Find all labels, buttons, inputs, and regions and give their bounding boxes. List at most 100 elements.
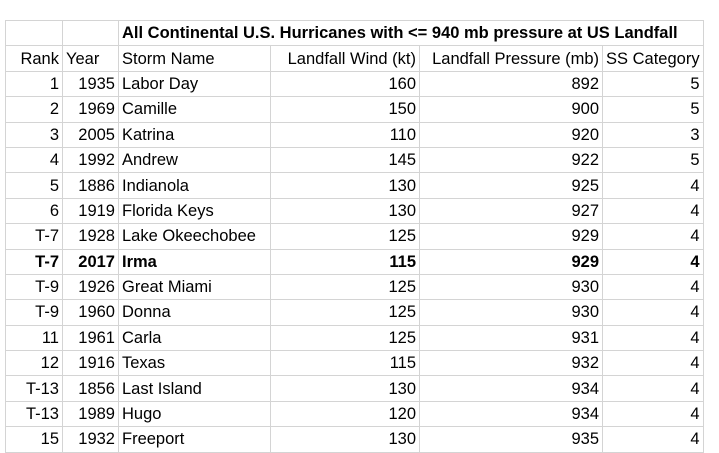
- cell-ss-category[interactable]: 4: [602, 350, 704, 377]
- cell-landfall-pressure[interactable]: 931: [419, 324, 603, 352]
- cell-landfall-wind[interactable]: 120: [270, 400, 420, 428]
- title-blank-year[interactable]: [62, 19, 119, 47]
- cell-year[interactable]: 1856: [62, 375, 119, 402]
- table-title[interactable]: All Continental U.S. Hurricanes with <= …: [118, 19, 704, 47]
- cell-year[interactable]: 1919: [62, 197, 119, 225]
- cell-ss-category[interactable]: 5: [602, 146, 704, 174]
- cell-year[interactable]: 1886: [62, 172, 119, 199]
- cell-rank[interactable]: T-13: [5, 375, 63, 402]
- cell-landfall-pressure[interactable]: 932: [419, 350, 603, 377]
- cell-storm-name[interactable]: Andrew: [118, 146, 271, 174]
- cell-rank[interactable]: T-9: [5, 299, 63, 326]
- cell-landfall-wind[interactable]: 130: [270, 197, 420, 225]
- cell-landfall-wind[interactable]: 130: [270, 426, 420, 453]
- cell-landfall-wind[interactable]: 125: [270, 223, 420, 250]
- cell-rank[interactable]: 2: [5, 96, 63, 123]
- cell-ss-category[interactable]: 3: [602, 121, 704, 148]
- cell-storm-name[interactable]: Florida Keys: [118, 197, 271, 225]
- cell-ss-category[interactable]: 4: [602, 273, 704, 301]
- cell-rank[interactable]: 15: [5, 426, 63, 453]
- table-row: 2 1969 Camille 150 900 5: [5, 96, 704, 123]
- cell-landfall-wind[interactable]: 125: [270, 324, 420, 352]
- cell-rank[interactable]: T-7: [5, 248, 63, 275]
- cell-landfall-wind[interactable]: 125: [270, 299, 420, 326]
- cell-storm-name[interactable]: Carla: [118, 324, 271, 352]
- cell-landfall-pressure[interactable]: 929: [419, 223, 603, 250]
- cell-year[interactable]: 1960: [62, 299, 119, 326]
- cell-year[interactable]: 1935: [62, 70, 119, 98]
- cell-landfall-wind[interactable]: 160: [270, 70, 420, 98]
- cell-ss-category[interactable]: 4: [602, 172, 704, 199]
- title-blank-rank[interactable]: [5, 19, 63, 47]
- cell-year[interactable]: 1969: [62, 96, 119, 123]
- cell-landfall-pressure[interactable]: 929: [419, 248, 603, 275]
- cell-year[interactable]: 1932: [62, 426, 119, 453]
- cell-storm-name[interactable]: Labor Day: [118, 70, 271, 98]
- cell-landfall-pressure[interactable]: 920: [419, 121, 603, 148]
- cell-year[interactable]: 1961: [62, 324, 119, 352]
- header-ss-category[interactable]: SS Category: [602, 45, 704, 72]
- cell-landfall-pressure[interactable]: 934: [419, 375, 603, 402]
- cell-storm-name[interactable]: Great Miami: [118, 273, 271, 301]
- cell-landfall-pressure[interactable]: 892: [419, 70, 603, 98]
- cell-ss-category[interactable]: 4: [602, 299, 704, 326]
- cell-ss-category[interactable]: 4: [602, 197, 704, 225]
- cell-rank[interactable]: T-7: [5, 223, 63, 250]
- cell-landfall-pressure[interactable]: 900: [419, 96, 603, 123]
- cell-storm-name[interactable]: Lake Okeechobee: [118, 223, 271, 250]
- cell-storm-name[interactable]: Last Island: [118, 375, 271, 402]
- cell-landfall-wind[interactable]: 150: [270, 96, 420, 123]
- cell-rank[interactable]: 6: [5, 197, 63, 225]
- cell-year[interactable]: 1989: [62, 400, 119, 428]
- cell-landfall-wind[interactable]: 130: [270, 172, 420, 199]
- cell-landfall-wind[interactable]: 115: [270, 350, 420, 377]
- cell-rank[interactable]: T-13: [5, 400, 63, 428]
- cell-landfall-wind[interactable]: 115: [270, 248, 420, 275]
- cell-year[interactable]: 2005: [62, 121, 119, 148]
- cell-ss-category[interactable]: 4: [602, 375, 704, 402]
- cell-storm-name[interactable]: Hugo: [118, 400, 271, 428]
- cell-storm-name[interactable]: Camille: [118, 96, 271, 123]
- header-year[interactable]: Year: [62, 45, 119, 72]
- cell-storm-name[interactable]: Freeport: [118, 426, 271, 453]
- cell-landfall-wind[interactable]: 130: [270, 375, 420, 402]
- cell-year[interactable]: 2017: [62, 248, 119, 275]
- cell-ss-category[interactable]: 5: [602, 96, 704, 123]
- cell-landfall-pressure[interactable]: 930: [419, 273, 603, 301]
- cell-ss-category[interactable]: 4: [602, 223, 704, 250]
- cell-rank[interactable]: 3: [5, 121, 63, 148]
- cell-year[interactable]: 1926: [62, 273, 119, 301]
- cell-storm-name[interactable]: Irma: [118, 248, 271, 275]
- cell-ss-category[interactable]: 4: [602, 248, 704, 275]
- cell-landfall-pressure[interactable]: 930: [419, 299, 603, 326]
- cell-ss-category[interactable]: 4: [602, 324, 704, 352]
- cell-storm-name[interactable]: Indianola: [118, 172, 271, 199]
- header-landfall-pressure[interactable]: Landfall Pressure (mb): [419, 45, 603, 72]
- cell-landfall-wind[interactable]: 125: [270, 273, 420, 301]
- cell-storm-name[interactable]: Texas: [118, 350, 271, 377]
- cell-landfall-pressure[interactable]: 934: [419, 400, 603, 428]
- cell-rank[interactable]: 5: [5, 172, 63, 199]
- cell-landfall-pressure[interactable]: 922: [419, 146, 603, 174]
- cell-ss-category[interactable]: 5: [602, 70, 704, 98]
- cell-rank[interactable]: T-9: [5, 273, 63, 301]
- cell-ss-category[interactable]: 4: [602, 426, 704, 453]
- cell-landfall-pressure[interactable]: 927: [419, 197, 603, 225]
- header-rank[interactable]: Rank: [5, 45, 63, 72]
- header-storm-name[interactable]: Storm Name: [118, 45, 271, 72]
- cell-landfall-pressure[interactable]: 925: [419, 172, 603, 199]
- cell-storm-name[interactable]: Katrina: [118, 121, 271, 148]
- cell-year[interactable]: 1928: [62, 223, 119, 250]
- cell-rank[interactable]: 12: [5, 350, 63, 377]
- cell-ss-category[interactable]: 4: [602, 400, 704, 428]
- cell-year[interactable]: 1916: [62, 350, 119, 377]
- cell-year[interactable]: 1992: [62, 146, 119, 174]
- cell-landfall-pressure[interactable]: 935: [419, 426, 603, 453]
- cell-storm-name[interactable]: Donna: [118, 299, 271, 326]
- header-landfall-wind[interactable]: Landfall Wind (kt): [270, 45, 420, 72]
- cell-rank[interactable]: 1: [5, 70, 63, 98]
- cell-landfall-wind[interactable]: 145: [270, 146, 420, 174]
- cell-rank[interactable]: 11: [5, 324, 63, 352]
- cell-landfall-wind[interactable]: 110: [270, 121, 420, 148]
- cell-rank[interactable]: 4: [5, 146, 63, 174]
